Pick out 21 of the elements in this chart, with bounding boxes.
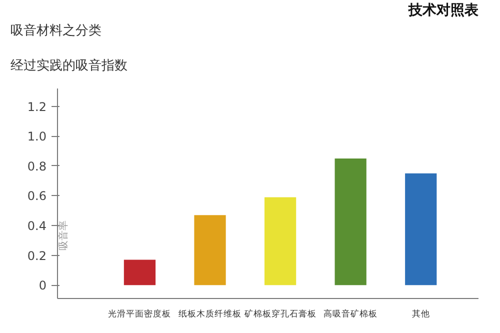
chart-subtitle: 经过实践的吸音指数 — [10, 58, 128, 74]
bar — [124, 260, 156, 286]
bar — [264, 197, 296, 286]
x-tick-label: 纸板木质纤维板 — [178, 308, 242, 320]
y-axis-title: 吸音率 — [58, 220, 70, 250]
y-tick-label: 0 — [38, 278, 47, 293]
chart-title: 吸音材料之分类 — [10, 24, 102, 38]
bar — [194, 215, 226, 286]
bar — [334, 158, 366, 286]
text: 技术对照表 — [408, 2, 480, 18]
x-tick-label: 光滑平面密度板 — [108, 308, 172, 320]
x-tick-label: 高吸音矿棉板 — [324, 308, 378, 320]
y-tick-label: 0.8 — [27, 159, 47, 174]
y-tick-label: 1.0 — [27, 130, 47, 144]
y-tick-label: 0.2 — [27, 248, 47, 263]
y-tick-label: 0.6 — [27, 189, 47, 204]
x-tick-label: 矿棉板穿孔石膏板 — [243, 308, 316, 320]
y-tick-label: 1.2 — [27, 100, 47, 114]
x-tick-label: 其他 — [412, 308, 430, 320]
y-tick-label: 0.4 — [27, 219, 47, 234]
bar — [405, 173, 437, 286]
